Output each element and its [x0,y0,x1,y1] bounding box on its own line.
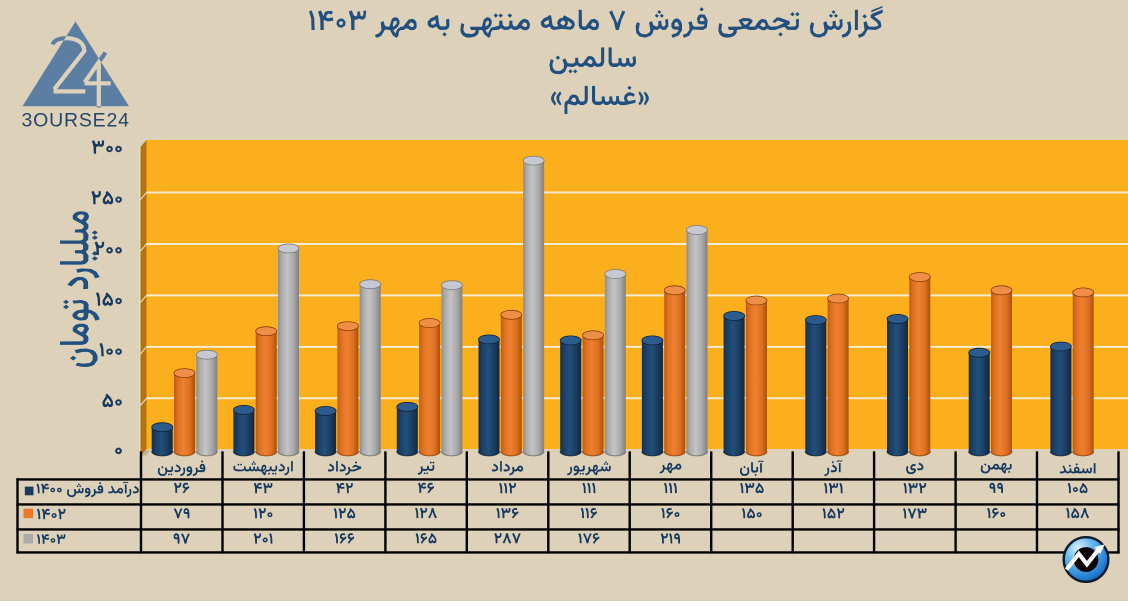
svg-text:3OURSE24: 3OURSE24 [22,109,130,131]
